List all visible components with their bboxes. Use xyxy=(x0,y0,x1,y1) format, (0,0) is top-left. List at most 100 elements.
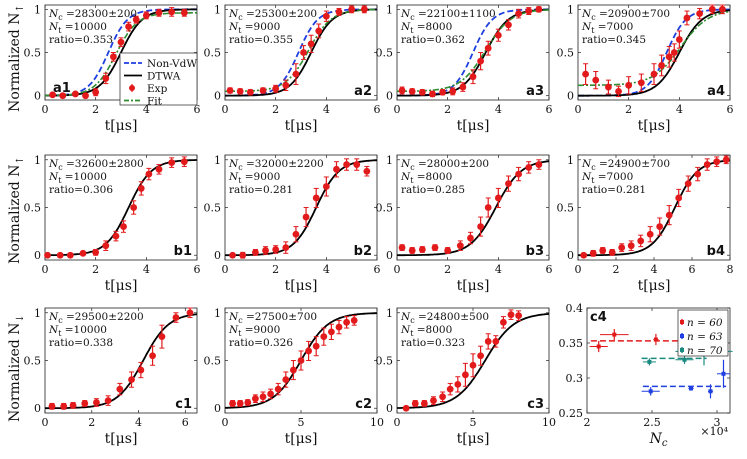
panel-annotation: Nt =10000 xyxy=(48,171,107,185)
x-axis-label-sub: c xyxy=(662,438,668,449)
panel-annotation: Nt =10000 xyxy=(48,324,107,338)
x-tick-label: 2 xyxy=(272,263,279,276)
x-tick-label: 4 xyxy=(323,103,330,116)
exp-point xyxy=(484,338,492,345)
exp-point xyxy=(477,223,484,230)
x-axis-label: t[μs] xyxy=(105,431,138,447)
series-point xyxy=(647,359,652,364)
x-tick-label: 4 xyxy=(676,103,683,116)
panel-label: a2 xyxy=(354,84,372,99)
exp-point xyxy=(469,361,477,369)
ann-value: =28300±200 xyxy=(63,8,137,20)
exp-point xyxy=(229,251,237,259)
x-tick-label: 0 xyxy=(222,416,229,429)
legend-entry: DTWA xyxy=(147,71,181,83)
nonvdw-curve xyxy=(225,8,377,97)
y-tick-label: 1 xyxy=(214,3,221,16)
x-tick-label: 6 xyxy=(374,103,381,116)
x-tick-label: 5 xyxy=(298,416,305,429)
exp-point xyxy=(505,180,512,188)
panel-annotation: Nt =8000 xyxy=(400,324,452,338)
exp-point xyxy=(507,311,515,319)
exp-point xyxy=(525,7,533,15)
ann-value: =10000 xyxy=(61,324,107,336)
exp-point xyxy=(137,185,145,192)
ann-subscript: t xyxy=(238,176,242,185)
panel-label: b4 xyxy=(707,244,725,259)
ylabel-row2: Normalized N↑ xyxy=(7,156,26,264)
ann-symbol: N xyxy=(48,311,59,323)
ann-subscript: c xyxy=(238,163,243,172)
x-tick-label: 2 xyxy=(92,263,99,276)
exp-point xyxy=(180,9,188,17)
panel-annotation: Nc =28300±200 xyxy=(48,8,137,22)
panel-annotation: ratio=0.345 xyxy=(582,34,646,46)
panel-label: a3 xyxy=(526,84,544,99)
c4-legend: n = 60 n = 63 n = 70 xyxy=(677,309,729,357)
y-tick-label: 1 xyxy=(386,3,393,16)
exp-point xyxy=(469,73,477,81)
exp-point xyxy=(49,91,56,99)
y-tick-label: 0 xyxy=(386,90,393,103)
exp-point xyxy=(132,16,140,24)
panel-annotation: Nc =24800±500 xyxy=(400,311,489,325)
exp-point xyxy=(637,237,645,245)
y-tick-label: 1 xyxy=(34,307,41,320)
y-tick-label: 1 xyxy=(567,3,574,16)
exp-point xyxy=(267,390,274,398)
x-axis-label: t[μs] xyxy=(457,278,490,294)
y-tick-label: 0 xyxy=(386,249,393,262)
ann-value: =22100±1100 xyxy=(415,8,496,20)
ann-subscript: c xyxy=(410,163,415,172)
ann-subscript: t xyxy=(591,176,595,185)
x-tick-label: 0 xyxy=(42,263,49,276)
panel-label: a1 xyxy=(53,81,71,96)
exp-point xyxy=(454,380,462,388)
x-tick-label: 6 xyxy=(194,103,201,116)
ann-subscript: t xyxy=(410,26,414,35)
exp-point xyxy=(137,366,145,374)
dtwa-curve xyxy=(45,313,197,410)
x-tick-label: 4 xyxy=(143,103,150,116)
exp-point xyxy=(353,161,361,168)
ann-value: =32000±2200 xyxy=(243,158,324,170)
exp-point xyxy=(302,213,310,221)
svg-text:Normalized N↑: Normalized N↑ xyxy=(7,156,26,264)
ann-value: =20900±700 xyxy=(596,8,670,20)
y-tick-label: 0 xyxy=(214,90,221,103)
exp-point xyxy=(56,251,64,259)
ann-symbol: N xyxy=(48,158,59,170)
exp-point xyxy=(282,244,290,251)
exp-point xyxy=(290,366,297,374)
exp-point xyxy=(494,31,502,39)
x-tick-label: 0 xyxy=(394,103,401,116)
exp-point xyxy=(262,247,269,254)
exp-point xyxy=(599,247,607,254)
exp-point xyxy=(477,352,484,360)
dtwa-curve xyxy=(397,160,549,257)
x-tick-label: 10 xyxy=(542,416,556,429)
exp-point xyxy=(81,400,89,407)
y-tick-label: 0 xyxy=(386,402,393,415)
ann-subscript: c xyxy=(58,316,63,325)
exp-point xyxy=(149,352,156,360)
dtwa-curve xyxy=(578,9,730,97)
exp-point xyxy=(130,204,138,211)
x-tick-label: 6 xyxy=(194,263,201,276)
ann-symbol: N xyxy=(228,311,239,323)
x-axis-label: t[μs] xyxy=(105,118,138,134)
ann-value: =32600±2800 xyxy=(63,158,144,170)
exp-point xyxy=(229,400,237,407)
ann-value: =29500±2200 xyxy=(63,311,144,323)
x-tick-label: 6 xyxy=(689,263,696,276)
exp-point xyxy=(282,81,290,89)
exp-point xyxy=(444,247,452,254)
x-tick-label: 0 xyxy=(575,263,582,276)
ann-symbol: N xyxy=(400,8,411,20)
exp-point xyxy=(492,338,500,345)
